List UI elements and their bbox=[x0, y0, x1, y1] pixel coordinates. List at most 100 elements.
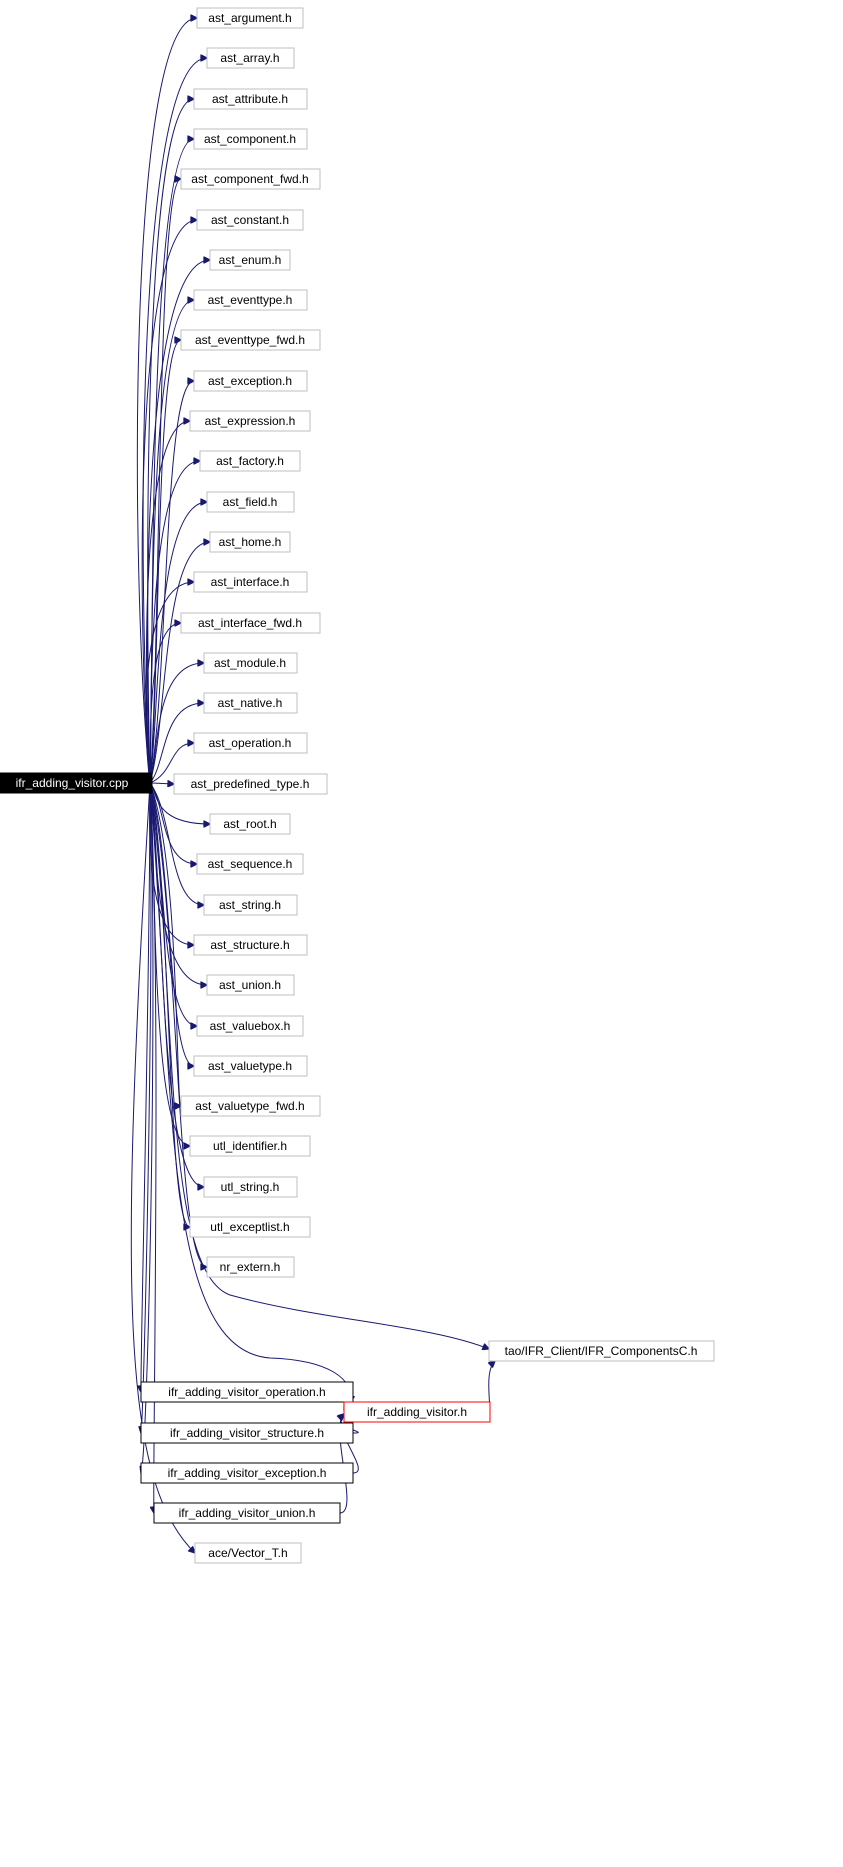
node-ifr-adding-visitor-operation-h[interactable]: ifr_adding_visitor_operation.h bbox=[140, 1381, 354, 1403]
node-label: ast_interface.h bbox=[211, 575, 290, 589]
edge-ast-constant-h bbox=[141, 220, 197, 784]
node-ifr-components-c-h[interactable]: tao/IFR_Client/IFR_ComponentsC.h bbox=[488, 1340, 715, 1362]
node-label: ast_string.h bbox=[219, 898, 281, 912]
node-label: utl_exceptlist.h bbox=[210, 1220, 289, 1234]
node-label: nr_extern.h bbox=[220, 1260, 281, 1274]
node-label: ast_array.h bbox=[220, 51, 279, 65]
node-label: ast_native.h bbox=[218, 696, 283, 710]
edge-nr-extern-h bbox=[149, 782, 207, 1267]
node-ast-eventtype-h[interactable]: ast_eventtype.h bbox=[193, 289, 308, 311]
node-ifr-adding-visitor-exception-h[interactable]: ifr_adding_visitor_exception.h bbox=[140, 1462, 354, 1484]
node-box bbox=[194, 1542, 302, 1564]
node-ast-structure-h[interactable]: ast_structure.h bbox=[193, 934, 308, 956]
node-ast-eventtype-fwd-h[interactable]: ast_eventtype_fwd.h bbox=[180, 329, 321, 351]
edge-ifr-adding-visitor-operation-h bbox=[141, 782, 151, 1392]
node-ast-interface-fwd-h[interactable]: ast_interface_fwd.h bbox=[180, 612, 321, 634]
node-label: ast_union.h bbox=[219, 978, 281, 992]
node-ifr-adding-visitor-h[interactable]: ifr_adding_visitor.h bbox=[343, 1401, 491, 1423]
node-label: ifr_adding_visitor_operation.h bbox=[168, 1385, 325, 1399]
node-ast-valuetype-h[interactable]: ast_valuetype.h bbox=[193, 1055, 308, 1077]
node-label: utl_string.h bbox=[221, 1180, 280, 1194]
node-label: ast_component.h bbox=[204, 132, 296, 146]
node-ast-constant-h[interactable]: ast_constant.h bbox=[196, 209, 304, 231]
node-label: ast_module.h bbox=[214, 656, 286, 670]
node-box bbox=[189, 1135, 311, 1157]
node-ast-factory-h[interactable]: ast_factory.h bbox=[199, 450, 301, 472]
node-box bbox=[153, 1502, 341, 1524]
node-utl-identifier-h[interactable]: utl_identifier.h bbox=[189, 1135, 311, 1157]
node-box bbox=[180, 168, 321, 190]
node-ast-valuetype-fwd-h[interactable]: ast_valuetype_fwd.h bbox=[180, 1095, 321, 1117]
node-box bbox=[0, 772, 153, 794]
node-label: ast_eventtype_fwd.h bbox=[195, 333, 305, 347]
node-ace-vector-t-h[interactable]: ace/Vector_T.h bbox=[194, 1542, 302, 1564]
node-box bbox=[206, 974, 295, 996]
node-box bbox=[189, 1216, 311, 1238]
node-box bbox=[193, 934, 308, 956]
node-label: ifr_adding_visitor_union.h bbox=[179, 1506, 316, 1520]
node-ast-field-h[interactable]: ast_field.h bbox=[206, 491, 295, 513]
node-box bbox=[140, 1462, 354, 1484]
node-box bbox=[203, 692, 298, 714]
node-label: ast_enum.h bbox=[219, 253, 282, 267]
edge-ast-interface-fwd-h bbox=[149, 623, 181, 784]
node-label: ifr_adding_visitor.h bbox=[367, 1405, 467, 1419]
edge-ast-expression-h bbox=[146, 421, 190, 784]
node-ifr-adding-visitor-union-h[interactable]: ifr_adding_visitor_union.h bbox=[153, 1502, 341, 1524]
node-ast-root-h[interactable]: ast_root.h bbox=[209, 813, 291, 835]
node-ast-valuebox-h[interactable]: ast_valuebox.h bbox=[196, 1015, 304, 1037]
node-root[interactable]: ifr_adding_visitor.cpp bbox=[0, 772, 153, 794]
edge-root-to-ifr-adding-visitor-h bbox=[149, 782, 351, 1402]
node-ifr-adding-visitor-structure-h[interactable]: ifr_adding_visitor_structure.h bbox=[140, 1422, 354, 1444]
node-box bbox=[196, 7, 304, 29]
edge-ast-argument-h bbox=[136, 18, 197, 784]
node-ast-argument-h[interactable]: ast_argument.h bbox=[196, 7, 304, 29]
node-box bbox=[209, 531, 291, 553]
edge-root-to-components bbox=[149, 782, 489, 1349]
node-box bbox=[199, 450, 301, 472]
node-box bbox=[196, 209, 304, 231]
node-box bbox=[193, 88, 308, 110]
node-label: ast_operation.h bbox=[209, 736, 292, 750]
node-ast-string-h[interactable]: ast_string.h bbox=[203, 894, 298, 916]
node-ast-operation-h[interactable]: ast_operation.h bbox=[193, 732, 308, 754]
node-box bbox=[180, 1095, 321, 1117]
node-ast-exception-h[interactable]: ast_exception.h bbox=[193, 370, 308, 392]
node-ast-array-h[interactable]: ast_array.h bbox=[206, 47, 295, 69]
node-box bbox=[180, 329, 321, 351]
node-box bbox=[189, 410, 311, 432]
edge-ast-enum-h bbox=[146, 260, 210, 784]
node-box bbox=[193, 370, 308, 392]
edge-ast-string-h bbox=[149, 782, 204, 905]
node-box bbox=[196, 1015, 304, 1037]
node-box bbox=[209, 813, 291, 835]
edge-ast-field-h bbox=[149, 502, 207, 784]
node-ast-expression-h[interactable]: ast_expression.h bbox=[189, 410, 311, 432]
node-ast-component-fwd-h[interactable]: ast_component_fwd.h bbox=[180, 168, 321, 190]
node-box bbox=[203, 894, 298, 916]
node-ast-sequence-h[interactable]: ast_sequence.h bbox=[196, 853, 304, 875]
node-ast-native-h[interactable]: ast_native.h bbox=[203, 692, 298, 714]
edge-ast-attribute-h bbox=[147, 99, 194, 784]
node-label: ast_valuetype_fwd.h bbox=[195, 1099, 304, 1113]
node-ast-component-h[interactable]: ast_component.h bbox=[193, 128, 308, 150]
node-label: ast_component_fwd.h bbox=[191, 172, 308, 186]
node-label: ast_factory.h bbox=[216, 454, 284, 468]
node-box bbox=[180, 612, 321, 634]
node-label: ast_constant.h bbox=[211, 213, 289, 227]
node-nr-extern-h[interactable]: nr_extern.h bbox=[206, 1256, 295, 1278]
node-ast-attribute-h[interactable]: ast_attribute.h bbox=[193, 88, 308, 110]
node-label: ace/Vector_T.h bbox=[208, 1546, 287, 1560]
node-box bbox=[196, 853, 304, 875]
node-ast-interface-h[interactable]: ast_interface.h bbox=[193, 571, 308, 593]
node-ast-module-h[interactable]: ast_module.h bbox=[203, 652, 298, 674]
node-label: ifr_adding_visitor.cpp bbox=[16, 776, 129, 790]
node-ast-predefined-type-h[interactable]: ast_predefined_type.h bbox=[173, 773, 328, 795]
node-ast-union-h[interactable]: ast_union.h bbox=[206, 974, 295, 996]
node-utl-exceptlist-h[interactable]: utl_exceptlist.h bbox=[189, 1216, 311, 1238]
node-box bbox=[203, 652, 298, 674]
node-ast-home-h[interactable]: ast_home.h bbox=[209, 531, 291, 553]
node-ast-enum-h[interactable]: ast_enum.h bbox=[209, 249, 291, 271]
node-label: ast_expression.h bbox=[205, 414, 296, 428]
node-utl-string-h[interactable]: utl_string.h bbox=[203, 1176, 298, 1198]
